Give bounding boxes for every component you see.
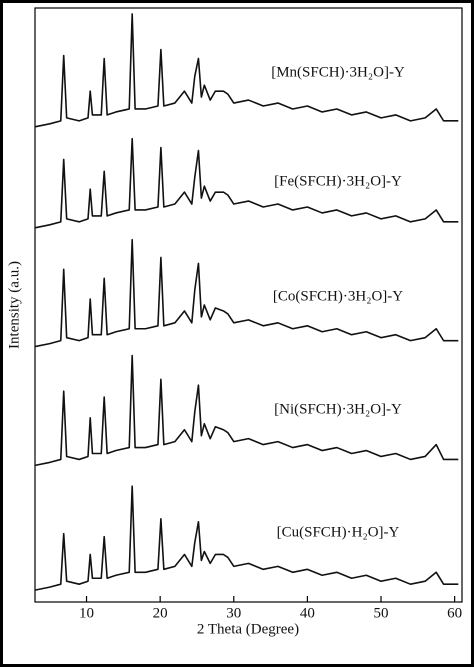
y-axis-label: Intensity (a.u.) <box>6 261 22 349</box>
x-tick-label: 60 <box>447 605 462 621</box>
x-axis-label: 2 Theta (Degree) <box>197 621 299 637</box>
series-label: [Ni(SFCH)·3H₂O]-Y <box>274 401 402 417</box>
series-label: [Cu(SFCH)·H₂O]-Y <box>277 524 400 540</box>
plot-frame <box>34 7 463 603</box>
series-label: [Co(SFCH)·3H₂O]-Y <box>273 288 403 304</box>
x-tick-label: 10 <box>79 605 94 621</box>
series-line <box>34 485 459 591</box>
series-line <box>34 354 459 467</box>
series-label: [Fe(SFCH)·3H₂O]-Y <box>274 173 402 189</box>
series-line <box>34 238 459 348</box>
x-tick-label: 40 <box>300 605 315 621</box>
x-tick-label: 50 <box>374 605 389 621</box>
series-line <box>34 137 459 229</box>
series-label: [Mn(SFCH)·3H₂O]-Y <box>271 64 405 80</box>
x-tick-label: 30 <box>226 605 241 621</box>
x-tick-label: 20 <box>153 605 168 621</box>
series-line <box>34 13 459 128</box>
